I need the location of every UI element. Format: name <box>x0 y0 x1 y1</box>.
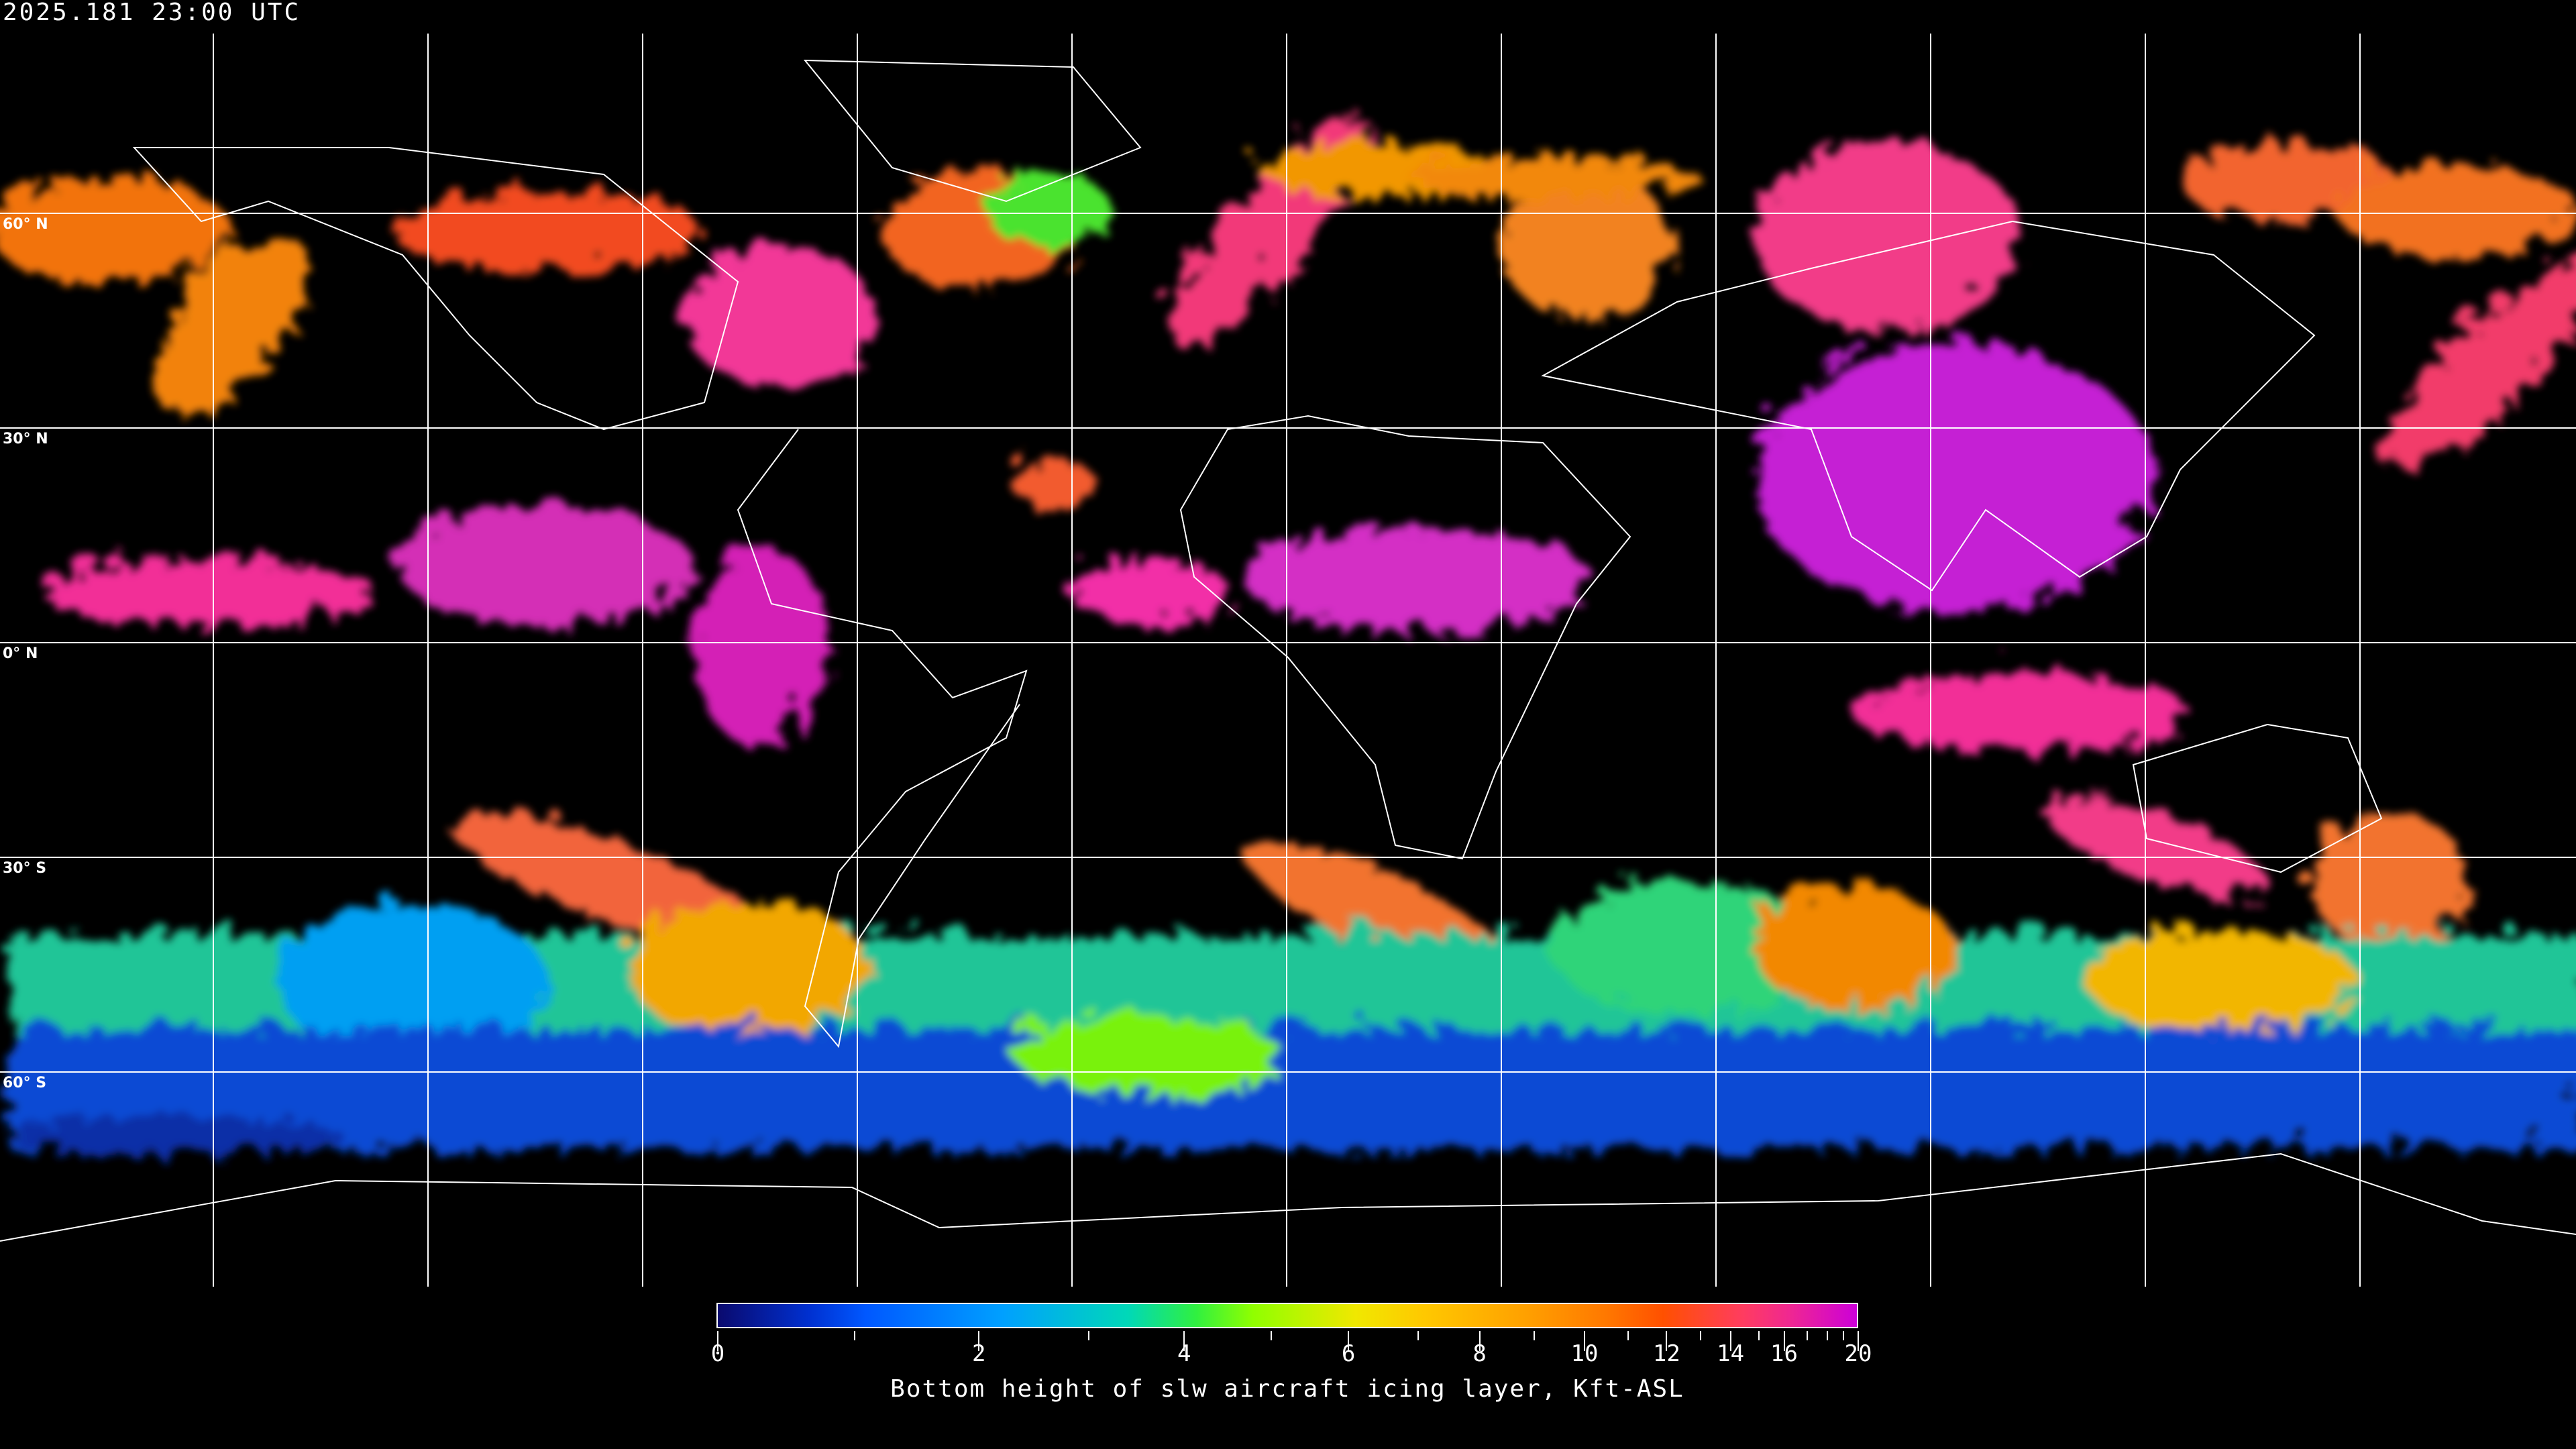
colorbar-tick <box>1858 1331 1859 1351</box>
colorbar-tick <box>1479 1331 1481 1351</box>
colorbar-tick <box>1584 1331 1585 1351</box>
colorbar-tick-label: 6 <box>1341 1340 1356 1367</box>
coastlines <box>0 59 2576 1242</box>
colorbar <box>716 1303 1858 1328</box>
colorbar-tick <box>1417 1331 1419 1340</box>
colorbar-tick <box>1806 1331 1808 1340</box>
colorbar-tick <box>1729 1331 1731 1351</box>
colorbar-tick <box>1842 1331 1844 1340</box>
colorbar-tick <box>854 1331 855 1340</box>
colorbar-tick <box>1827 1331 1829 1340</box>
colorbar-label: Bottom height of slw aircraft icing laye… <box>890 1375 1684 1403</box>
colorbar-tick-label: 4 <box>1177 1340 1191 1367</box>
colorbar-tick <box>1700 1331 1702 1340</box>
colorbar-tick <box>1666 1331 1668 1351</box>
colorbar-tick <box>1758 1331 1760 1340</box>
colorbar-tick-label: 10 <box>1570 1340 1599 1367</box>
colorbar-tick <box>1348 1331 1350 1351</box>
cloud-patches <box>0 105 2576 1147</box>
colorbar-tick <box>1783 1331 1785 1351</box>
colorbar-tick-label: 2 <box>972 1340 986 1367</box>
lat-label-60n: 60° N <box>3 216 48 233</box>
colorbar-tick-label: 20 <box>1844 1340 1872 1367</box>
graticule <box>0 34 2576 1287</box>
colorbar-tick <box>717 1331 718 1351</box>
colorbar-tick <box>978 1331 980 1351</box>
colorbar-tick-label: 14 <box>1717 1340 1745 1367</box>
icing-map: 2025.181 23:00 UTC 60° N 30° N 0° N 30° … <box>0 0 2576 1287</box>
lat-label-0: 0° N <box>3 645 38 662</box>
lat-label-60s: 60° S <box>3 1075 47 1091</box>
cloud-field <box>0 34 2576 1287</box>
lat-label-30n: 30° N <box>3 431 48 447</box>
colorbar-tick <box>1087 1331 1089 1340</box>
colorbar-tick-label: 8 <box>1472 1340 1487 1367</box>
lat-label-30s: 30° S <box>3 860 47 877</box>
colorbar-tick <box>1270 1331 1272 1340</box>
colorbar-tick <box>1627 1331 1629 1340</box>
colorbar-tick-label: 16 <box>1770 1340 1798 1367</box>
colorbar-tick <box>1534 1331 1536 1340</box>
timestamp-title: 2025.181 23:00 UTC <box>3 0 301 26</box>
colorbar-tick <box>1183 1331 1185 1351</box>
colorbar-tick-label: 12 <box>1652 1340 1680 1367</box>
colorbar-tick-label: 0 <box>710 1340 725 1367</box>
